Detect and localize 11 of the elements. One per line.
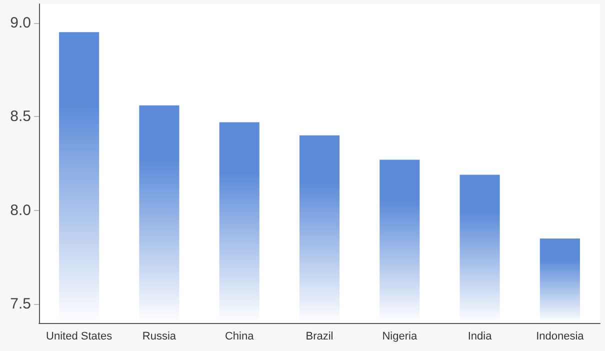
x-tick-label: China [224, 330, 255, 342]
x-tick-label: Indonesia [536, 330, 585, 342]
x-tick-label: Brazil [306, 330, 334, 342]
x-tick-label: Russia [142, 330, 177, 342]
y-tick-label: 7.5 [10, 296, 31, 313]
y-tick-label: 8.5 [10, 108, 31, 126]
y-tick-label: 9.0 [10, 14, 31, 32]
y-tick-label: 8.0 [10, 202, 31, 219]
x-tick-label: United States [46, 330, 113, 342]
x-tick-label: Nigeria [382, 330, 418, 342]
x-tick-label: India [468, 330, 493, 342]
